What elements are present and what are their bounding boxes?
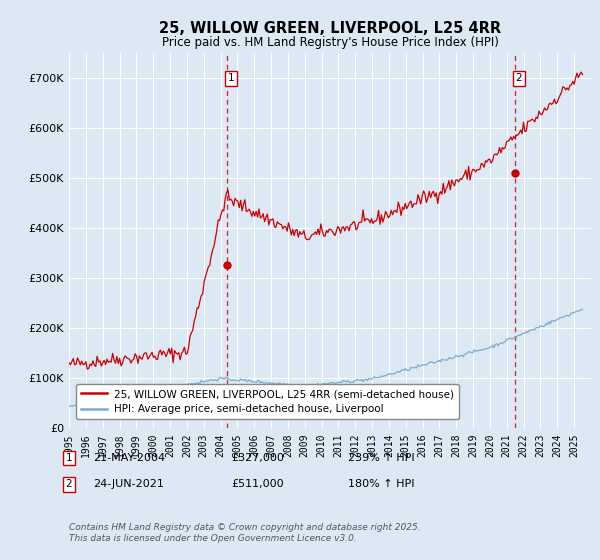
Text: £511,000: £511,000 <box>231 479 284 489</box>
Legend: 25, WILLOW GREEN, LIVERPOOL, L25 4RR (semi-detached house), HPI: Average price, : 25, WILLOW GREEN, LIVERPOOL, L25 4RR (se… <box>76 384 459 419</box>
Text: 239% ↑ HPI: 239% ↑ HPI <box>348 453 415 463</box>
Text: 180% ↑ HPI: 180% ↑ HPI <box>348 479 415 489</box>
Text: £327,000: £327,000 <box>231 453 284 463</box>
Text: 2: 2 <box>515 73 522 83</box>
Text: 1: 1 <box>65 453 73 463</box>
Text: Price paid vs. HM Land Registry's House Price Index (HPI): Price paid vs. HM Land Registry's House … <box>161 36 499 49</box>
Text: 21-MAY-2004: 21-MAY-2004 <box>93 453 165 463</box>
Text: 2: 2 <box>65 479 73 489</box>
Text: 1: 1 <box>228 73 235 83</box>
Text: Contains HM Land Registry data © Crown copyright and database right 2025.
This d: Contains HM Land Registry data © Crown c… <box>69 524 421 543</box>
Text: 24-JUN-2021: 24-JUN-2021 <box>93 479 164 489</box>
Text: 25, WILLOW GREEN, LIVERPOOL, L25 4RR: 25, WILLOW GREEN, LIVERPOOL, L25 4RR <box>159 21 501 36</box>
